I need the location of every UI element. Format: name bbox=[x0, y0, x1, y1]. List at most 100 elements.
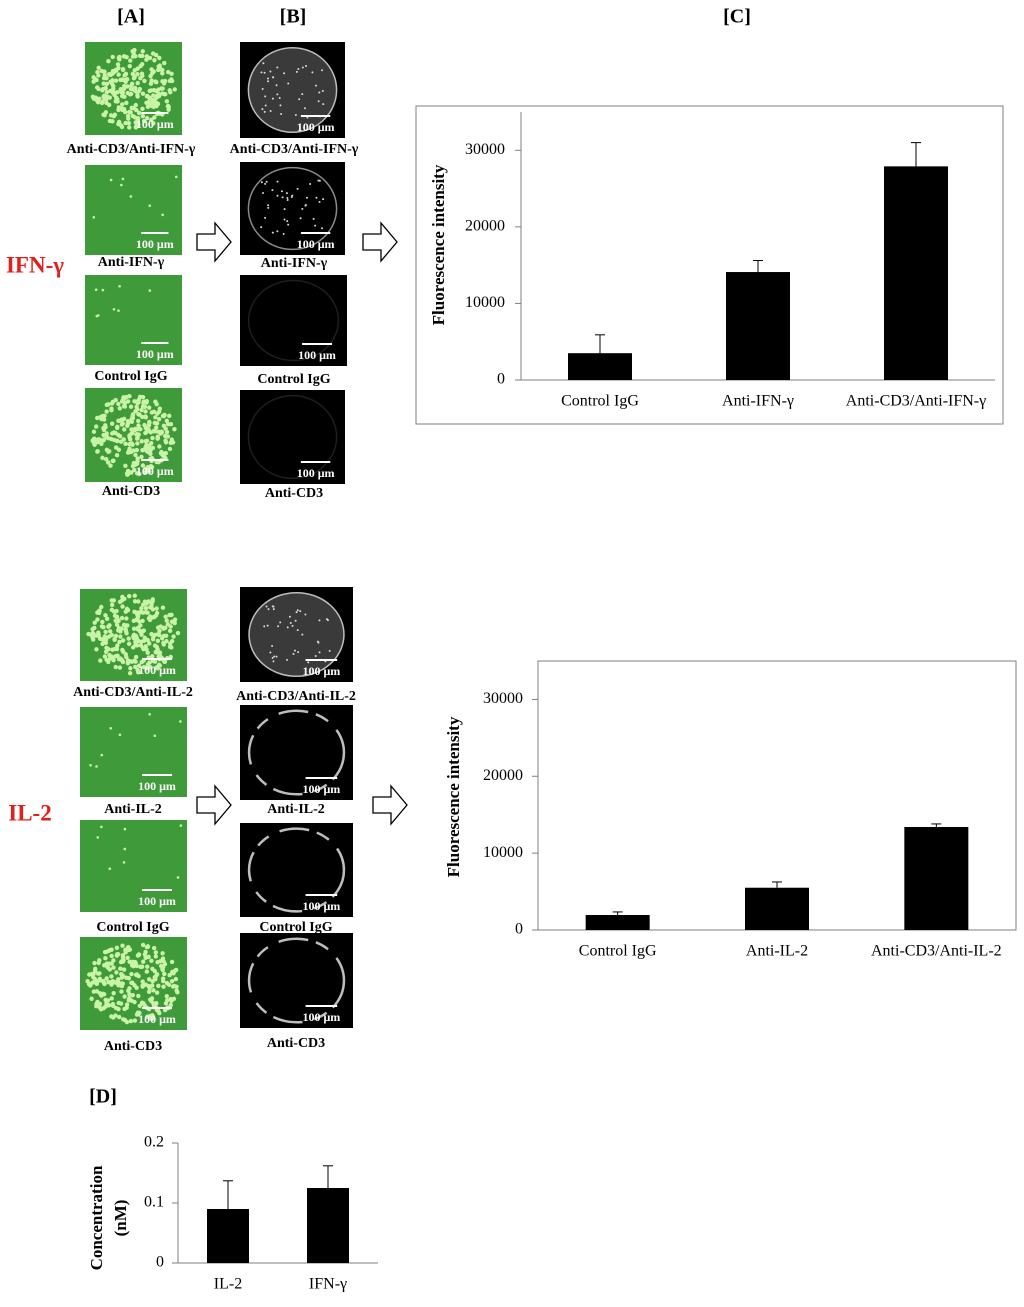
cell bbox=[172, 87, 177, 92]
cell bbox=[110, 54, 115, 60]
cell bbox=[165, 69, 171, 75]
cell bbox=[121, 403, 127, 409]
cell bbox=[113, 664, 118, 670]
cell bbox=[160, 951, 165, 956]
bar bbox=[207, 1209, 249, 1263]
cell bbox=[134, 963, 139, 969]
cell bbox=[164, 980, 170, 986]
cell bbox=[101, 625, 106, 630]
speck bbox=[309, 183, 312, 186]
cell bbox=[163, 614, 168, 619]
cell bbox=[99, 100, 105, 106]
cell bbox=[140, 1000, 145, 1005]
cell bbox=[115, 99, 120, 104]
cell bbox=[149, 1015, 155, 1020]
cell bbox=[123, 652, 128, 657]
speck bbox=[295, 611, 298, 614]
speck bbox=[271, 656, 274, 659]
y-tick-label: 0 bbox=[497, 371, 505, 388]
error-bar bbox=[931, 823, 942, 828]
speck bbox=[264, 95, 267, 98]
cell bbox=[167, 972, 172, 978]
cell bbox=[154, 402, 159, 407]
speck bbox=[314, 224, 317, 227]
image-caption: Control IgG bbox=[257, 372, 330, 387]
scale-bar-label: 100 μm bbox=[297, 120, 335, 134]
cell bbox=[125, 472, 130, 477]
speck bbox=[271, 189, 274, 192]
cell bbox=[118, 86, 123, 92]
cell bbox=[151, 121, 156, 126]
cell bbox=[89, 996, 94, 1001]
speck bbox=[287, 82, 290, 85]
cell bbox=[174, 988, 179, 993]
cell bbox=[162, 78, 168, 84]
speck bbox=[328, 649, 331, 652]
cell bbox=[126, 116, 131, 121]
cell bbox=[130, 113, 136, 119]
image-caption: Anti-CD3 bbox=[265, 486, 323, 501]
cell bbox=[156, 64, 161, 69]
cell bbox=[129, 960, 135, 966]
micrograph-fluorescence: 100 μm bbox=[85, 42, 182, 135]
cell bbox=[132, 467, 137, 473]
cell bbox=[133, 659, 138, 664]
speck bbox=[260, 71, 263, 74]
cell bbox=[109, 974, 114, 979]
cell bbox=[169, 978, 175, 984]
speck bbox=[301, 93, 304, 96]
speck bbox=[271, 97, 274, 100]
image-caption: Anti-CD3/Anti-IFN-γ bbox=[230, 142, 359, 157]
cell bbox=[144, 54, 149, 59]
cell bbox=[90, 637, 96, 642]
image-background bbox=[240, 933, 353, 1028]
speck bbox=[267, 204, 270, 207]
cell bbox=[172, 617, 178, 622]
cell bbox=[145, 93, 150, 99]
x-tick-label: Anti-IL-2 bbox=[746, 943, 808, 960]
cell bbox=[149, 983, 155, 988]
cell bbox=[102, 93, 107, 98]
cell bbox=[155, 632, 161, 637]
cell bbox=[94, 424, 99, 429]
cell bbox=[144, 115, 150, 121]
cell bbox=[155, 647, 160, 652]
speck bbox=[264, 216, 267, 219]
cell bbox=[108, 867, 112, 870]
cell bbox=[118, 733, 122, 737]
micrograph-fluorescence: 100 μm bbox=[85, 165, 182, 255]
cell bbox=[142, 422, 147, 428]
micrograph-fluorescence: 100 μm bbox=[80, 820, 187, 912]
micrograph-section: 100 μm bbox=[240, 275, 347, 366]
cell bbox=[150, 979, 155, 984]
chart-border bbox=[415, 105, 1004, 425]
speck bbox=[312, 217, 315, 220]
cell bbox=[155, 638, 161, 644]
cell bbox=[140, 984, 145, 989]
cell bbox=[160, 978, 166, 984]
cell bbox=[138, 964, 143, 969]
cell bbox=[145, 650, 150, 655]
speck bbox=[292, 653, 295, 656]
speck bbox=[305, 196, 308, 199]
cell bbox=[96, 608, 102, 614]
cell bbox=[140, 979, 145, 984]
cell bbox=[149, 996, 155, 1001]
cell bbox=[95, 617, 100, 622]
cell bbox=[104, 616, 110, 622]
cell bbox=[113, 78, 119, 83]
speck bbox=[263, 110, 266, 113]
speck bbox=[272, 76, 275, 79]
cell bbox=[104, 657, 109, 662]
cell bbox=[111, 658, 116, 663]
speck bbox=[318, 619, 321, 622]
cell bbox=[96, 73, 101, 78]
cell bbox=[155, 959, 160, 965]
cell bbox=[164, 429, 170, 435]
cell bbox=[102, 949, 108, 955]
image-background bbox=[240, 823, 353, 917]
image-background bbox=[240, 162, 345, 255]
cell bbox=[139, 439, 144, 444]
cell bbox=[156, 983, 161, 989]
cell bbox=[134, 89, 139, 95]
